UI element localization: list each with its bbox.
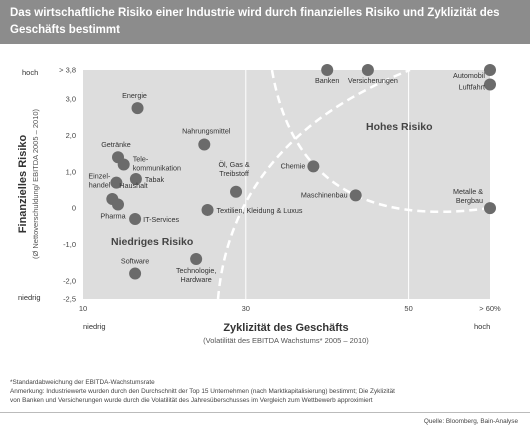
y-tick-label: 1,0 — [66, 167, 76, 176]
y-low-label: niedrig — [18, 293, 41, 302]
high-risk-boundary — [270, 70, 490, 213]
label-pharma: Pharma — [100, 211, 125, 220]
data-points — [106, 64, 496, 280]
label-nahrungsmittel: Nahrungsmittel — [182, 127, 231, 136]
point-maschinenbau — [349, 189, 362, 202]
scatter-chart: > 3,8 3,0 2,0 1,0 0 -1,0 -2,0 -2,510 30 50 > 60% B… — [17, 64, 501, 345]
point-öl-gas-treibstoff — [230, 185, 243, 198]
x-tick-label: > 60% — [479, 304, 501, 313]
plot-area — [83, 70, 490, 299]
point-labels: Banken Versicherungen Automobil Luftfahrt En… — [88, 71, 485, 284]
label-telekommunikation: Tele-kommunikation — [133, 155, 181, 173]
gridlines — [245, 70, 410, 299]
label-tabak: Tabak — [145, 175, 165, 184]
label-energie: Energie — [122, 91, 147, 100]
point-software — [129, 267, 142, 280]
point-versicherungen — [361, 64, 374, 76]
region-high-risk: Hohes Risiko — [366, 121, 433, 133]
y-tick-label: > 3,8 — [59, 66, 76, 75]
label-software: Software — [121, 257, 149, 266]
footnote-note-line1: Anmerkung: Industriewerte wurden durch d… — [10, 388, 395, 395]
x-tick-label: 10 — [79, 304, 87, 313]
y-tick-label: 3,0 — [66, 95, 76, 104]
footnote-note-line2: von Banken und Versicherungen wurde durc… — [10, 397, 373, 404]
y-tick-label: -2,0 — [63, 276, 76, 285]
label-it-services: IT-Services — [143, 215, 179, 224]
label-versicherungen: Versicherungen — [348, 76, 398, 85]
y-tick-label: -1,0 — [63, 240, 76, 249]
x-axis-subtitle: (Volatilität des EBITDA Wachstums* 2005 … — [203, 336, 369, 345]
low-risk-boundary — [216, 70, 411, 299]
label-textilien-kleidung-luxus: Textilien, Kleidung & Luxus — [217, 206, 303, 215]
point-it-services — [129, 213, 142, 226]
risk-boundaries — [216, 70, 490, 299]
point-pharma — [112, 198, 125, 211]
source-note: Quelle: Bloomberg, Bain-Analyse — [423, 418, 518, 425]
point-metalle-bergbau — [484, 202, 496, 215]
bottom-divider — [0, 412, 530, 413]
point-luftfahrt — [484, 78, 496, 91]
footnote-definition: *Standardabweichung der EBITDA-Wachstums… — [10, 379, 155, 386]
y-axis-subtitle: (Ø Nettoverschuldung/ EBITDA 2005 – 2010… — [31, 108, 40, 259]
point-textilien-kleidung-luxus — [201, 203, 214, 216]
point-tabak — [129, 173, 142, 186]
point-einzelhandel — [110, 176, 123, 189]
y-high-label: hoch — [22, 68, 38, 77]
point-nahrungsmittel — [198, 138, 211, 151]
point-energie — [131, 102, 144, 115]
label-öl-gas-treibstoff: Öl, Gas & Treibstoff — [218, 160, 249, 178]
point-telekommunikation — [117, 158, 130, 171]
label-getränke: Getränke — [101, 140, 131, 149]
y-axis-title: Finanzielles Risiko — [17, 135, 29, 234]
x-tick-label: 50 — [404, 304, 412, 313]
point-chemie — [307, 160, 320, 173]
label-einzelhandel: Einzel-handel — [88, 172, 111, 190]
point-technologie-hardware — [190, 253, 203, 266]
label-haushalt: Haushalt — [119, 181, 147, 190]
x-axis-title: Zyklizität des Geschäfts — [223, 322, 348, 334]
label-metalle-bergbau: Metalle & Bergbau — [453, 187, 483, 205]
y-tick-label: 2,0 — [66, 131, 76, 140]
point-automobil — [484, 64, 496, 76]
label-banken: Banken — [315, 76, 339, 85]
label-chemie: Chemie — [281, 161, 306, 170]
region-low-risk: Niedriges Risiko — [111, 236, 193, 248]
label-luftfahrt: Luftfahrt — [459, 83, 485, 92]
point-banken — [321, 64, 334, 76]
label-maschinenbau: Maschinenbau — [301, 190, 348, 199]
x-low-label: niedrig — [83, 322, 106, 331]
label-automobil: Automobil — [453, 71, 485, 80]
label-technologie-hardware: Technologie, Hardware — [176, 266, 216, 284]
x-tick-label: 30 — [242, 304, 250, 313]
y-tick-label: -2,5 — [63, 295, 76, 304]
y-tick-label: 0 — [72, 204, 76, 213]
tick-labels: > 3,8 3,0 2,0 1,0 0 -1,0 -2,0 -2,510 30 50 > 60% — [59, 66, 501, 314]
title-bar: Das wirtschaftliche Risiko einer Industr… — [0, 0, 530, 44]
x-high-label: hoch — [474, 322, 490, 331]
chart-title: Das wirtschaftliche Risiko einer Industr… — [10, 7, 500, 36]
